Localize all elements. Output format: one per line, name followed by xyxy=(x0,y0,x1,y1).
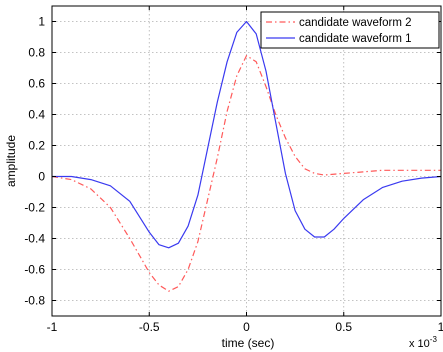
legend-box xyxy=(260,11,440,49)
y-tick-label: -0.2 xyxy=(24,201,45,215)
y-tick-label: -0.4 xyxy=(24,232,45,246)
series-line-waveform-2 xyxy=(51,55,441,292)
x-tick-label: 0.5 xyxy=(335,320,352,334)
plot-area xyxy=(52,6,441,316)
legend-label-waveform-2: candidate waveform 2 xyxy=(299,17,412,29)
x-multiplier-base: x 10 xyxy=(409,338,430,350)
x-tick-label: -1 xyxy=(47,320,58,334)
ticks: -1 -0.5 0 0.5 1 -0.8 -0.6 -0.4 -0.2 0 0.2 0.4 0.6 0.8… xyxy=(24,6,443,334)
series-line-waveform-1 xyxy=(52,20,442,249)
y-tick-label: 1 xyxy=(38,15,45,29)
legend: candidate waveform 2 candidate waveform … xyxy=(260,11,440,49)
x-multiplier-label: x 10-3 xyxy=(409,335,437,350)
y-tick-label: -0.8 xyxy=(24,294,45,308)
y-tick-label: -0.6 xyxy=(24,263,45,277)
y-tick-label: 0.2 xyxy=(28,139,45,153)
x-tick-label: 1 xyxy=(438,320,443,334)
y-tick-label: 0.8 xyxy=(28,46,45,60)
x-tick-label: 0 xyxy=(243,320,250,334)
series-layer xyxy=(51,20,442,292)
y-axis-label: amplitude xyxy=(4,135,18,187)
y-tick-label: 0.6 xyxy=(28,77,45,91)
y-tick-label: 0.4 xyxy=(28,108,45,122)
y-tick-label: 0 xyxy=(38,170,45,184)
x-axis-label: time (sec) xyxy=(222,336,275,350)
x-multiplier-exponent: -3 xyxy=(430,335,438,344)
grid xyxy=(52,6,441,316)
legend-label-waveform-1: candidate waveform 1 xyxy=(299,33,412,45)
x-tick-label: -0.5 xyxy=(139,320,160,334)
